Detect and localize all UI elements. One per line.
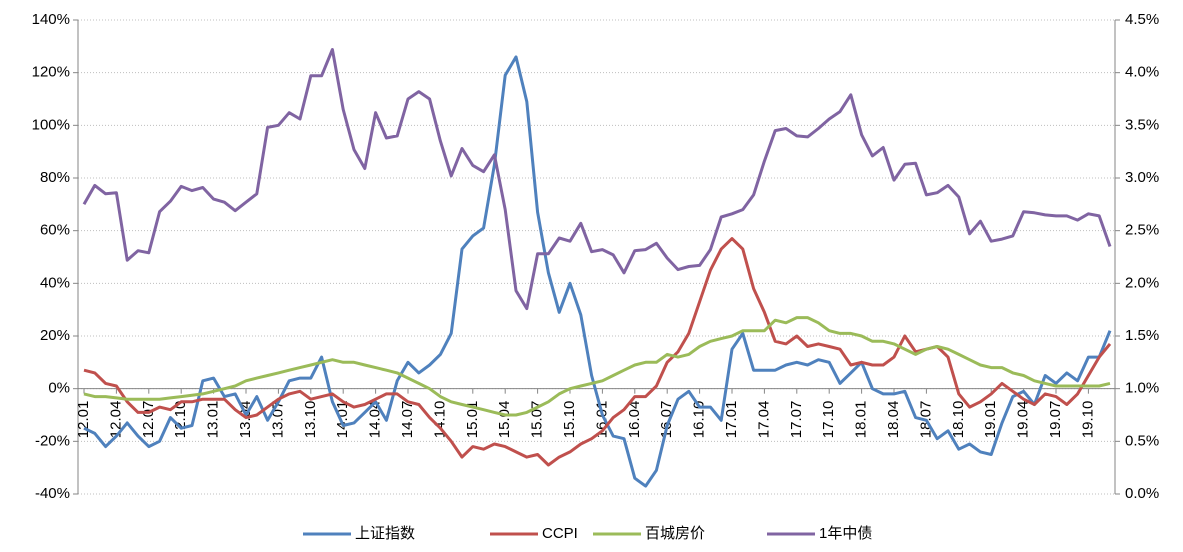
- x-tick-label: 12.04: [107, 401, 124, 439]
- y-tick-label: 40%: [40, 274, 70, 291]
- series-line: [82, 48, 1112, 311]
- y-tick-label: -40%: [35, 485, 70, 502]
- y2-tick-label: 2.0%: [1125, 274, 1159, 291]
- x-tick-label: 17.07: [788, 401, 805, 439]
- x-tick-label: 12.01: [75, 401, 92, 439]
- y2-tick-label: 1.5%: [1125, 327, 1159, 344]
- legend-label: 上证指数: [355, 525, 415, 542]
- x-tick-label: 19.10: [1079, 401, 1096, 439]
- y2-tick-label: 0.0%: [1125, 485, 1159, 502]
- series-line: [83, 316, 1111, 417]
- x-tick-label: 13.01: [205, 401, 222, 439]
- y2-tick-label: 4.5%: [1125, 11, 1159, 28]
- x-tick-label: 16.04: [626, 401, 643, 439]
- x-tick-label: 17.10: [820, 401, 837, 439]
- y-tick-label: 60%: [40, 222, 70, 239]
- x-tick-label: 19.04: [1015, 401, 1032, 439]
- x-tick-label: 13.07: [269, 401, 286, 439]
- x-tick-label: 18.01: [853, 401, 870, 439]
- legend-label: CCPI: [542, 525, 578, 542]
- y-tick-label: 20%: [40, 327, 70, 344]
- x-tick-label: 12.07: [140, 401, 157, 439]
- y-tick-label: 140%: [32, 11, 70, 28]
- y2-tick-label: 4.0%: [1125, 64, 1159, 81]
- x-tick-label: 16.01: [593, 401, 610, 439]
- y2-tick-label: 0.5%: [1125, 432, 1159, 449]
- x-tick-label: 19.07: [1047, 401, 1064, 439]
- x-tick-label: 16.10: [691, 401, 708, 439]
- y2-tick-label: 1.0%: [1125, 380, 1159, 397]
- x-tick-label: 15.01: [464, 401, 481, 439]
- x-tick-label: 14.07: [399, 401, 416, 439]
- legend-label: 1年中债: [819, 525, 872, 542]
- x-tick-label: 14.01: [334, 401, 351, 439]
- x-tick-label: 15.10: [561, 401, 578, 439]
- x-tick-label: 15.04: [496, 401, 513, 439]
- y-tick-label: 100%: [32, 116, 70, 133]
- series-line: [83, 55, 1112, 488]
- y-tick-label: 80%: [40, 169, 70, 186]
- x-tick-label: 16.07: [658, 401, 675, 439]
- y-tick-label: -20%: [35, 432, 70, 449]
- y2-tick-label: 3.0%: [1125, 169, 1159, 186]
- x-tick-label: 14.10: [431, 401, 448, 439]
- x-tick-label: 12.10: [172, 401, 189, 439]
- x-tick-label: 18.04: [885, 401, 902, 439]
- x-tick-label: 17.01: [723, 401, 740, 439]
- y2-tick-label: 2.5%: [1125, 222, 1159, 239]
- x-tick-label: 13.10: [302, 401, 319, 439]
- legend-label: 百城房价: [645, 525, 705, 542]
- y-tick-label: 120%: [32, 64, 70, 81]
- x-tick-label: 18.10: [950, 401, 967, 439]
- x-tick-label: 17.04: [755, 401, 772, 439]
- x-tick-label: 19.01: [982, 401, 999, 439]
- y2-tick-label: 3.5%: [1125, 116, 1159, 133]
- y-tick-label: 0%: [48, 380, 70, 397]
